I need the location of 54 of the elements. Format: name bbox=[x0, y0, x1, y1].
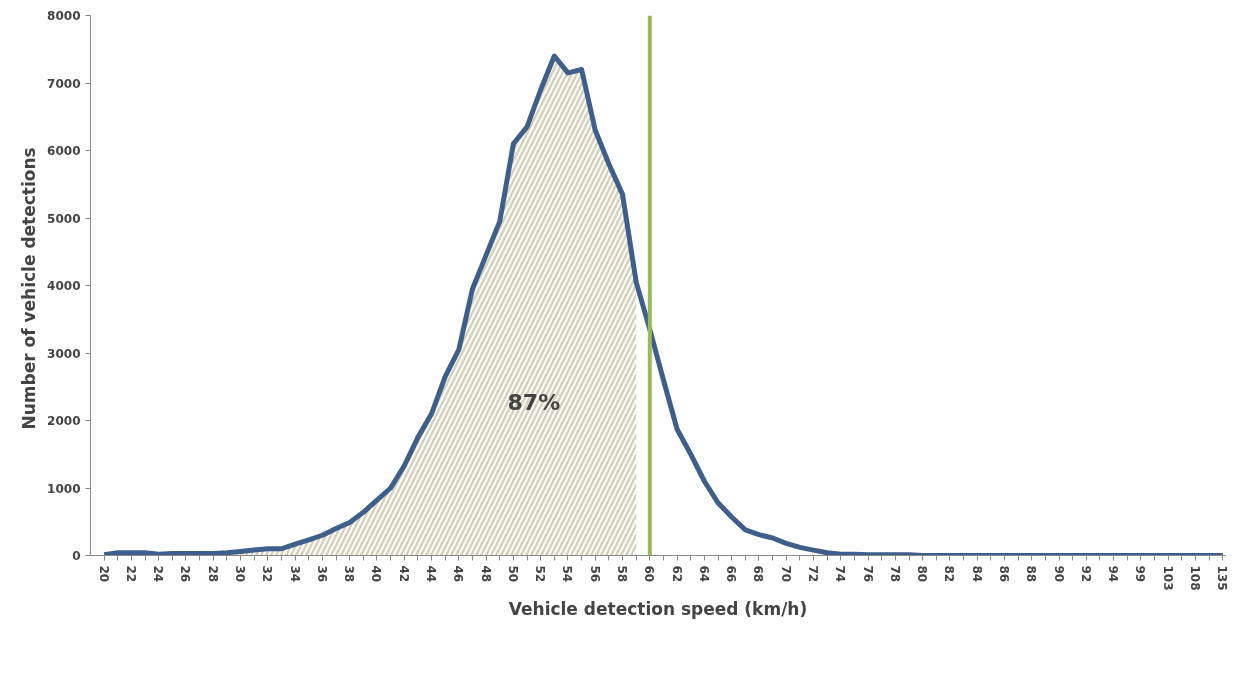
x-tick-label: 68 bbox=[751, 565, 766, 583]
x-tick-label: 46 bbox=[451, 565, 466, 583]
x-tick-label: 92 bbox=[1078, 565, 1093, 583]
y-tick-label: 8000 bbox=[47, 9, 81, 23]
y-tick-label: 7000 bbox=[47, 76, 81, 91]
x-tick-label: 103 bbox=[1160, 565, 1175, 591]
x-tick-label: 52 bbox=[533, 565, 548, 583]
x-tick-label: 82 bbox=[942, 565, 957, 583]
x-tick-label: 24 bbox=[151, 565, 166, 583]
x-tick-label: 94 bbox=[1106, 565, 1121, 583]
x-tick-label: 90 bbox=[1051, 565, 1066, 583]
x-tick-label: 28 bbox=[205, 565, 220, 583]
x-tick-label: 56 bbox=[587, 565, 602, 583]
x-tick-label: 58 bbox=[615, 565, 630, 583]
x-tick-label: 50 bbox=[505, 565, 520, 583]
x-tick-label: 70 bbox=[778, 565, 793, 583]
x-tick-label: 64 bbox=[696, 565, 711, 583]
x-tick-label: 34 bbox=[287, 565, 302, 583]
x-axis-title: Vehicle detection speed (km/h) bbox=[508, 598, 808, 619]
x-tick-label: 32 bbox=[260, 565, 275, 583]
x-tick-label: 40 bbox=[369, 565, 384, 583]
x-tick-label: 74 bbox=[833, 565, 848, 583]
x-tick-label: 44 bbox=[424, 565, 439, 583]
y-tick-label: 2000 bbox=[47, 414, 81, 428]
x-tick-label: 60 bbox=[642, 565, 657, 583]
x-tick-label: 86 bbox=[997, 565, 1011, 583]
x-tick-label: 76 bbox=[860, 565, 875, 583]
x-tick-label: 20 bbox=[96, 565, 111, 583]
x-tick-label: 54 bbox=[560, 565, 575, 583]
x-tick-label: 42 bbox=[396, 565, 411, 583]
x-tick-label: 135 bbox=[1215, 565, 1230, 591]
x-tick-label: 26 bbox=[178, 565, 193, 583]
x-tick-label: 99 bbox=[1133, 565, 1148, 583]
y-tick-label: 1000 bbox=[47, 481, 81, 496]
x-tick-label: 36 bbox=[314, 565, 329, 583]
x-tick-label: 38 bbox=[342, 565, 357, 583]
y-axis-title: Number of vehicle detections bbox=[19, 147, 40, 430]
x-tick-label: 84 bbox=[969, 565, 984, 583]
y-tick-label: 0 bbox=[72, 549, 81, 563]
x-tick-label: 78 bbox=[887, 565, 902, 583]
x-tick-label: 22 bbox=[123, 565, 138, 583]
x-tick-label: 66 bbox=[724, 565, 739, 583]
y-tick-label: 4000 bbox=[47, 279, 81, 293]
y-tick-label: 6000 bbox=[47, 144, 81, 158]
x-tick-label: 48 bbox=[478, 565, 493, 583]
y-tick-label: 5000 bbox=[47, 211, 81, 226]
x-tick-label: 72 bbox=[806, 565, 821, 583]
x-tick-label: 30 bbox=[233, 565, 248, 583]
x-tick-label: 108 bbox=[1187, 565, 1202, 591]
x-tick-label: 80 bbox=[915, 565, 930, 583]
annotation: 87% bbox=[507, 390, 561, 416]
y-tick-label: 3000 bbox=[47, 346, 81, 361]
x-tick-label: 88 bbox=[1024, 565, 1039, 583]
x-tick-label: 62 bbox=[669, 565, 684, 583]
